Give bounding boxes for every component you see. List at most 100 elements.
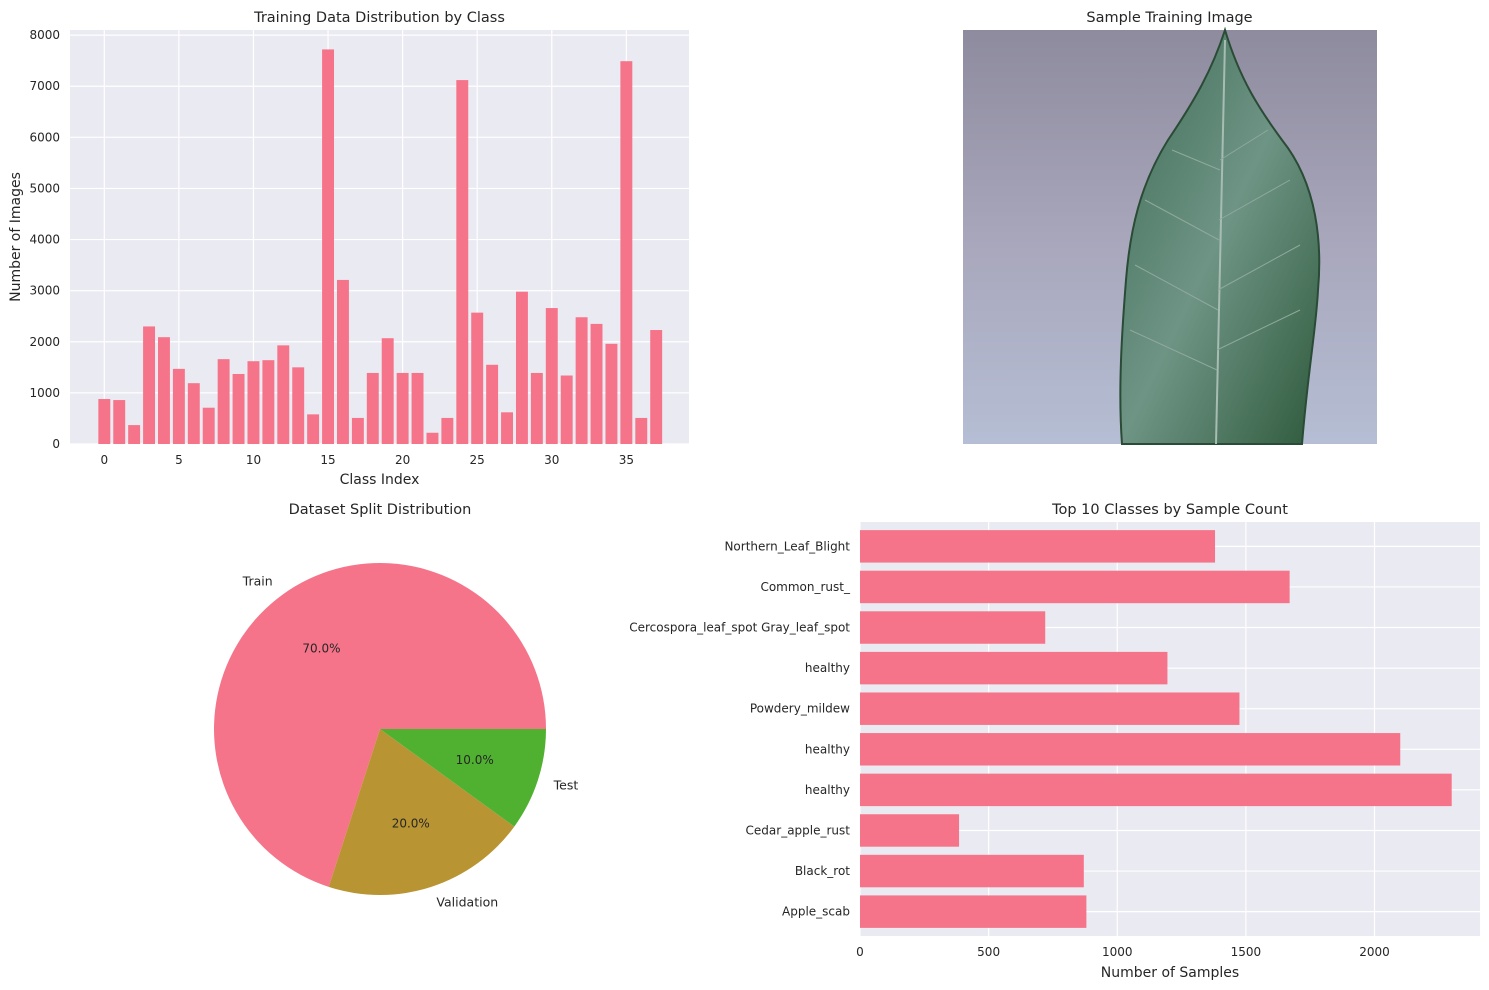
pie-slice-validation	[328, 729, 515, 895]
class-bar	[411, 372, 424, 444]
class-bar	[217, 359, 230, 444]
y-tick-label: 6000	[29, 130, 60, 144]
x-tick-label: 10	[246, 453, 261, 467]
y-tick-label: 8000	[29, 28, 60, 42]
class-bar	[366, 372, 379, 444]
split-distribution-chart: Dataset Split Distribution Train 70.0% Val…	[213, 502, 579, 910]
pie-percent-label: 10.0%	[456, 753, 494, 767]
class-bar	[336, 279, 349, 444]
class-bar	[635, 417, 648, 444]
class-bar	[560, 375, 573, 444]
x-tick-label: 25	[470, 453, 485, 467]
class-bar	[471, 312, 484, 444]
class-bar	[860, 530, 1216, 563]
class-bar	[860, 570, 1290, 604]
y-tick-label: Powdery_mildew	[750, 702, 850, 716]
pie-slice-train	[213, 562, 547, 887]
class-bar	[113, 400, 126, 444]
top-classes-chart: 0 500 1000 1500 2000 Apple_scab Black_rot Ceda…	[629, 502, 1480, 981]
class-bar	[860, 611, 1046, 644]
x-tick-label: 5	[175, 453, 183, 467]
class-bar	[172, 368, 185, 444]
x-tick-label: 20	[395, 453, 410, 467]
sample-image-panel: Sample Training Image	[963, 10, 1377, 445]
class-bar	[530, 372, 543, 444]
class-bar	[426, 432, 439, 444]
x-tick-label: 500	[977, 945, 1000, 959]
y-tick-label: healthy	[805, 742, 850, 756]
pie-label: Test	[553, 777, 579, 792]
class-bar	[143, 326, 156, 444]
class-bar	[650, 330, 663, 444]
top-classes-bars	[860, 530, 1452, 928]
x-tick-label: 30	[544, 453, 559, 467]
y-tick-label: 4000	[29, 233, 60, 247]
sample-image-title: Sample Training Image	[1086, 10, 1252, 26]
class-bar	[860, 692, 1240, 725]
class-bar	[277, 345, 290, 444]
x-tick-label: 35	[619, 453, 634, 467]
class-bar	[381, 338, 394, 444]
class-bar	[545, 308, 558, 444]
x-tick-label: 15	[320, 453, 335, 467]
class-bar	[98, 399, 111, 444]
y-tick-label: Cercospora_leaf_spot Gray_leaf_spot	[629, 621, 850, 635]
pie-percent-label: 70.0%	[302, 641, 340, 655]
y-tick-label: Northern_Leaf_Blight	[724, 539, 850, 553]
y-tick-label: healthy	[805, 661, 850, 675]
class-bar	[202, 407, 215, 444]
class-bar	[307, 414, 320, 444]
class-bar	[860, 895, 1087, 928]
y-tick-label: 7000	[29, 79, 60, 93]
class-bar	[262, 360, 275, 444]
class-bar	[232, 373, 245, 444]
class-distribution-x-ticks: 0 5 10 15 20 25 30 35	[100, 453, 634, 467]
x-tick-label: 0	[100, 453, 108, 467]
x-tick-label: 1000	[1102, 945, 1133, 959]
pie-labels: Train 70.0% Validation 20.0% Test 10.0%	[242, 573, 579, 909]
y-tick-label: 3000	[29, 284, 60, 298]
class-bar	[396, 372, 409, 444]
class-bar	[860, 651, 1168, 685]
class-bar	[486, 364, 499, 444]
y-tick-label: Cedar_apple_rust	[746, 823, 851, 837]
class-distribution-y-ticks: 0 1000 2000 3000 4000 5000 6000 7000 8000	[29, 28, 60, 451]
top-classes-x-ticks: 0 500 1000 1500 2000	[856, 945, 1390, 959]
pie-percent-label: 20.0%	[392, 817, 430, 831]
class-bar	[575, 317, 588, 444]
class-bar	[247, 361, 260, 444]
y-tick-label: 1000	[29, 386, 60, 400]
class-bar	[128, 425, 141, 444]
class-distribution-x-label: Class Index	[340, 472, 420, 488]
class-bar	[860, 773, 1452, 807]
top-classes-y-ticks: Apple_scab Black_rot Cedar_apple_rust healt…	[629, 539, 851, 918]
leaf-midrib	[1215, 39, 1226, 445]
pie-slice-test	[380, 729, 546, 827]
class-distribution-bars	[98, 49, 663, 445]
x-tick-label: 1500	[1231, 945, 1262, 959]
class-bar	[860, 814, 960, 847]
class-bar	[441, 417, 454, 444]
class-bar	[351, 417, 364, 444]
class-bar	[605, 343, 618, 444]
y-tick-label: 5000	[29, 181, 60, 195]
class-bar	[515, 291, 528, 444]
class-bar	[187, 383, 200, 444]
y-tick-label: Apple_scab	[782, 905, 850, 919]
y-tick-label: Common_rust_	[760, 580, 851, 594]
class-bar	[860, 733, 1401, 766]
class-bar	[158, 337, 170, 444]
y-tick-label: 0	[52, 437, 60, 451]
y-tick-label: 2000	[29, 335, 60, 349]
pie-label: Train	[242, 573, 273, 588]
top-classes-title: Top 10 Classes by Sample Count	[1051, 502, 1288, 518]
pie-slices	[213, 562, 547, 895]
y-tick-label: Black_rot	[795, 864, 850, 878]
class-bar	[322, 49, 335, 445]
class-bar	[590, 323, 603, 444]
pie-label: Validation	[436, 895, 498, 910]
class-bar	[292, 367, 305, 444]
class-distribution-title: Training Data Distribution by Class	[253, 10, 505, 26]
class-distribution-chart: 0 5 10 15 20 25 30 35 0 1000 2000 3000 4000 5000 6000…	[8, 10, 689, 488]
